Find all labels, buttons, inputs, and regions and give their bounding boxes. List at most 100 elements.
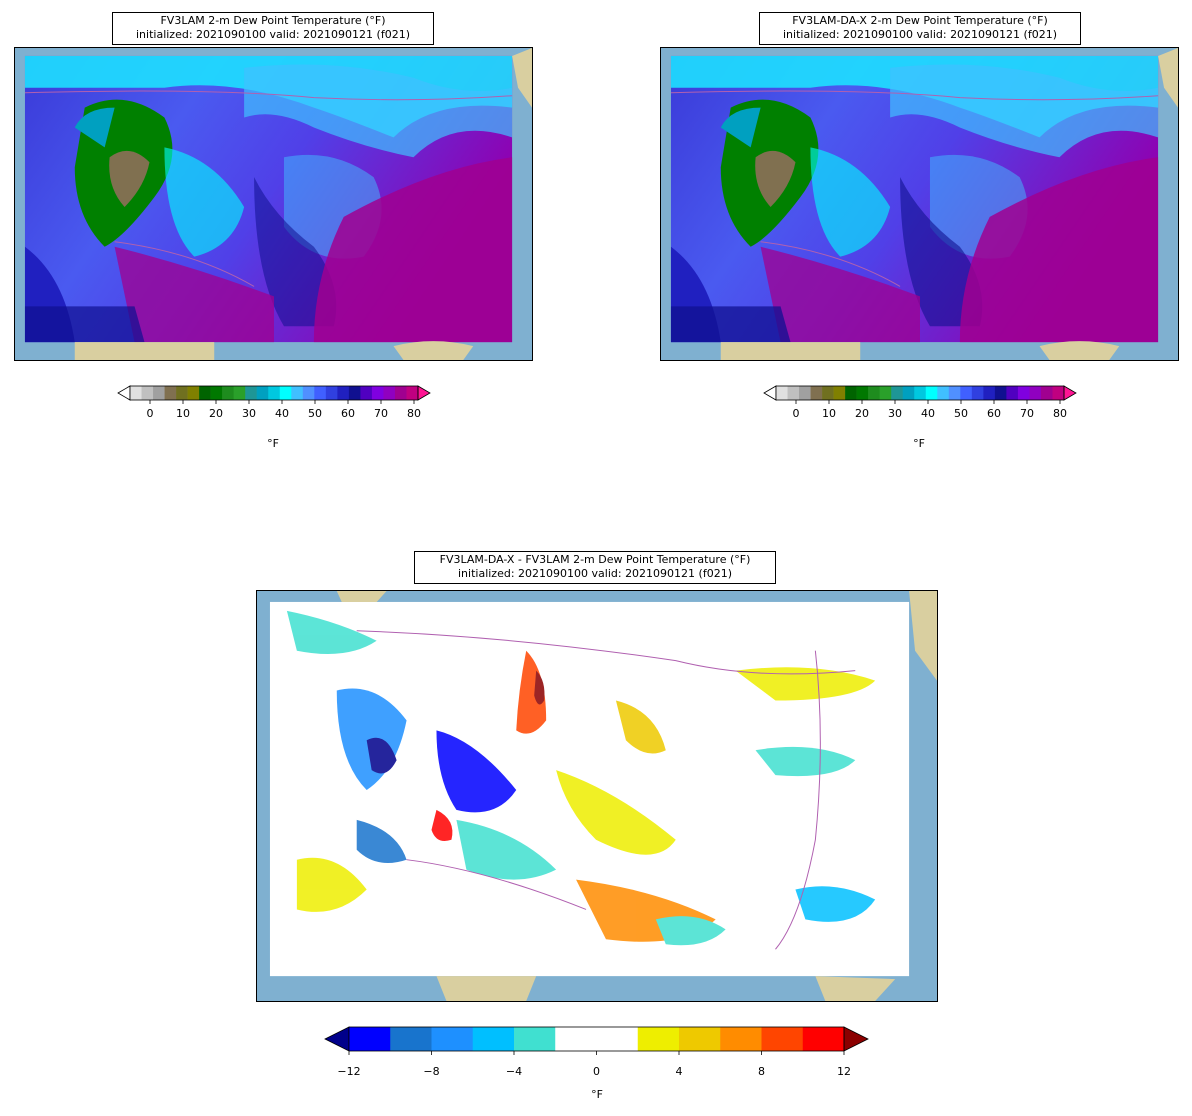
colorbar-swatch <box>787 386 800 400</box>
colorbar-swatch <box>1052 386 1065 400</box>
colorbar-swatch <box>937 386 950 400</box>
colorbar-tick-label: 80 <box>1053 407 1067 420</box>
colorbar-over-extension <box>417 385 431 401</box>
colorbar-swatch <box>891 386 904 400</box>
dewpoint-map <box>660 47 1179 361</box>
colorbar-unit: °F <box>591 1088 603 1101</box>
colorbar-tick-label: 0 <box>792 407 800 420</box>
colorbar-swatches <box>117 385 431 404</box>
colorbar-tick-label: 20 <box>209 407 223 420</box>
colorbar-swatch <box>948 386 961 400</box>
colorbar-swatch <box>130 386 142 400</box>
colorbar-tick-label: 30 <box>888 407 902 420</box>
colorbar-swatch <box>555 1027 597 1051</box>
colorbar-tick-label: 8 <box>758 1065 765 1078</box>
difference-field-graphic <box>257 591 937 1001</box>
colorbar-tick-label: 10 <box>176 407 190 420</box>
colorbar-swatch <box>291 386 304 400</box>
colorbar-tick-label: 70 <box>374 407 388 420</box>
colorbar-swatch <box>348 386 361 400</box>
title-line1: FV3LAM-DA-X 2-m Dew Point Temperature (°… <box>792 14 1048 27</box>
colorbar-tick-label: 4 <box>675 1065 683 1078</box>
colorbar-swatch <box>810 386 823 400</box>
colorbar-swatch <box>833 386 846 400</box>
colorbar-swatch <box>199 386 211 400</box>
colorbar-under-extension <box>763 385 777 401</box>
colorbar-swatch <box>1017 386 1030 400</box>
colorbar-swatch <box>960 386 973 400</box>
colorbar-unit: °F <box>267 437 279 450</box>
colorbar-under-extension <box>324 1026 350 1052</box>
colorbar-swatch <box>802 1027 845 1051</box>
colorbar-swatch <box>153 386 165 400</box>
dewpoint-field-graphic <box>661 48 1178 360</box>
colorbar-tick-label: 12 <box>837 1065 851 1078</box>
colorbar-tick-label: −8 <box>423 1065 440 1078</box>
colorbar-tick-label: 40 <box>921 407 935 420</box>
title-line1: FV3LAM-DA-X - FV3LAM 2-m Dew Point Tempe… <box>439 553 751 566</box>
colorbar-swatch <box>902 386 915 400</box>
colorbar-tick-label: 0 <box>146 407 154 420</box>
colorbar-swatch <box>233 386 246 400</box>
dewpoint-field-graphic <box>15 48 532 360</box>
colorbar-swatch <box>761 1027 804 1051</box>
colorbar-tick-label: 60 <box>341 407 355 420</box>
title-line1: FV3LAM 2-m Dew Point Temperature (°F) <box>160 14 386 27</box>
dewpoint-map <box>14 47 533 361</box>
colorbar-tick-label: 80 <box>407 407 421 420</box>
colorbar-swatch <box>776 386 788 400</box>
colorbar-swatch <box>383 386 396 400</box>
colorbar-over-extension <box>1063 385 1077 401</box>
colorbar-swatch <box>431 1027 474 1051</box>
colorbar: 0 10 20 30 40 50 60 70 80 °F <box>117 385 431 455</box>
colorbar-swatch <box>256 386 269 400</box>
title-line2: initialized: 2021090100 valid: 202109012… <box>136 28 410 41</box>
colorbar-swatch <box>141 386 154 400</box>
panel-title: FV3LAM-DA-X - FV3LAM 2-m Dew Point Tempe… <box>414 551 776 584</box>
colorbar-swatches <box>324 1026 869 1055</box>
colorbar-swatch <box>390 1027 432 1051</box>
colorbar-swatch <box>268 386 281 400</box>
colorbar-swatch <box>371 386 384 400</box>
colorbar-swatch <box>210 386 223 400</box>
colorbar-tick-label: 0 <box>593 1065 600 1078</box>
colorbar-swatch <box>637 1027 680 1051</box>
colorbar-tick-label: 40 <box>275 407 289 420</box>
colorbar-tick-label: 70 <box>1020 407 1034 420</box>
colorbar-unit: °F <box>913 437 925 450</box>
colorbar-swatches <box>763 385 1077 404</box>
colorbar-swatch <box>245 386 258 400</box>
colorbar-swatch <box>349 1027 391 1051</box>
colorbar-swatch <box>679 1027 721 1051</box>
colorbar-swatch <box>983 386 996 400</box>
colorbar-over-extension <box>843 1026 869 1052</box>
colorbar-swatch <box>337 386 350 400</box>
colorbar-swatch <box>302 386 315 400</box>
colorbar-tick-label: 60 <box>987 407 1001 420</box>
colorbar-swatch <box>799 386 811 400</box>
colorbar-swatch <box>187 386 200 400</box>
colorbar-swatch <box>360 386 373 400</box>
colorbar-tick-label: 10 <box>822 407 836 420</box>
title-line2: initialized: 2021090100 valid: 202109012… <box>458 567 732 580</box>
colorbar-swatch <box>314 386 327 400</box>
colorbar-swatch <box>176 386 188 400</box>
colorbar-swatch <box>925 386 938 400</box>
colorbar-swatch <box>406 386 419 400</box>
colorbar-swatch <box>914 386 927 400</box>
colorbar-swatch <box>994 386 1007 400</box>
colorbar-tick-label: 50 <box>954 407 968 420</box>
colorbar: 0 10 20 30 40 50 60 70 80 °F <box>763 385 1077 455</box>
colorbar-swatch <box>279 386 292 400</box>
colorbar-swatch <box>1040 386 1053 400</box>
colorbar-swatch <box>845 386 857 400</box>
colorbar-swatch <box>1029 386 1042 400</box>
colorbar-tick-label: 50 <box>308 407 322 420</box>
colorbar-swatch <box>720 1027 762 1051</box>
colorbar: −12 −8 −4 0 4 8 12 °F <box>324 1026 869 1106</box>
colorbar-swatch <box>971 386 984 400</box>
colorbar-swatch <box>879 386 892 400</box>
colorbar-swatch <box>164 386 177 400</box>
panel-title: FV3LAM-DA-X 2-m Dew Point Temperature (°… <box>759 12 1081 45</box>
difference-map <box>256 590 938 1002</box>
